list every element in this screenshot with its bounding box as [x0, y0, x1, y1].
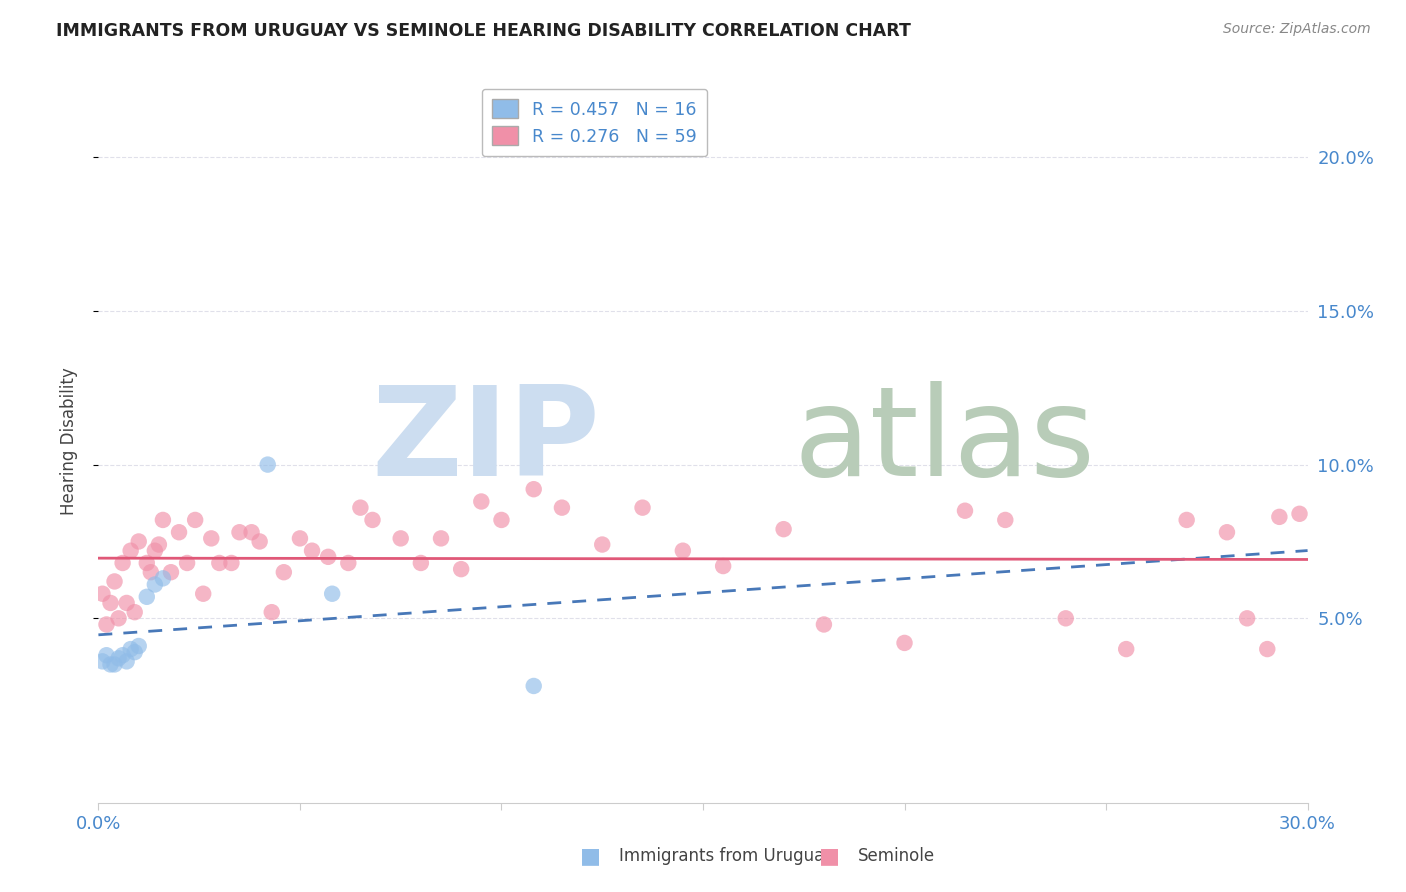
Point — [111, 648, 134, 663]
Point — [256, 458, 278, 472]
Point — [221, 556, 243, 570]
Point — [994, 513, 1017, 527]
Point — [135, 556, 157, 570]
Point — [1268, 509, 1291, 524]
Point — [491, 513, 513, 527]
Point — [551, 500, 574, 515]
Text: Seminole: Seminole — [858, 847, 935, 865]
Text: IMMIGRANTS FROM URUGUAY VS SEMINOLE HEARING DISABILITY CORRELATION CHART: IMMIGRANTS FROM URUGUAY VS SEMINOLE HEAR… — [56, 22, 911, 40]
Point — [124, 645, 146, 659]
Point — [893, 636, 915, 650]
Point — [953, 504, 976, 518]
Point — [120, 543, 142, 558]
Text: Immigrants from Uruguay: Immigrants from Uruguay — [619, 847, 834, 865]
Point — [470, 494, 492, 508]
Point — [1236, 611, 1258, 625]
Point — [152, 513, 174, 527]
Point — [450, 562, 472, 576]
Point — [1256, 642, 1278, 657]
Point — [301, 543, 323, 558]
Point — [1054, 611, 1077, 625]
Point — [1175, 513, 1198, 527]
Point — [288, 532, 311, 546]
Point — [240, 525, 263, 540]
Point — [160, 565, 183, 579]
Point — [337, 556, 360, 570]
Point — [115, 654, 138, 668]
Text: atlas: atlas — [794, 381, 1095, 502]
Point — [813, 617, 835, 632]
Point — [124, 605, 146, 619]
Point — [152, 571, 174, 585]
Point — [91, 587, 114, 601]
Point — [143, 543, 166, 558]
Point — [316, 549, 339, 564]
Point — [228, 525, 250, 540]
Point — [103, 574, 125, 589]
Point — [120, 642, 142, 657]
Point — [148, 537, 170, 551]
Point — [184, 513, 207, 527]
Point — [103, 657, 125, 672]
Point — [631, 500, 654, 515]
Point — [349, 500, 371, 515]
Point — [100, 596, 122, 610]
Text: ■: ■ — [820, 847, 839, 866]
Point — [389, 532, 412, 546]
Text: ■: ■ — [581, 847, 600, 866]
Point — [115, 596, 138, 610]
Point — [96, 617, 118, 632]
Point — [772, 522, 794, 536]
Point — [430, 532, 453, 546]
Point — [523, 679, 546, 693]
Point — [409, 556, 432, 570]
Point — [523, 482, 546, 496]
Text: Source: ZipAtlas.com: Source: ZipAtlas.com — [1223, 22, 1371, 37]
Point — [111, 556, 134, 570]
Y-axis label: Hearing Disability: Hearing Disability — [59, 368, 77, 516]
Point — [260, 605, 283, 619]
Point — [176, 556, 198, 570]
Point — [96, 648, 118, 663]
Point — [208, 556, 231, 570]
Text: ZIP: ZIP — [371, 381, 600, 502]
Point — [273, 565, 295, 579]
Point — [107, 611, 129, 625]
Point — [128, 534, 150, 549]
Point — [591, 537, 613, 551]
Point — [193, 587, 215, 601]
Point — [139, 565, 162, 579]
Point — [1288, 507, 1310, 521]
Point — [200, 532, 222, 546]
Point — [135, 590, 157, 604]
Point — [107, 651, 129, 665]
Point — [128, 639, 150, 653]
Point — [167, 525, 190, 540]
Point — [1115, 642, 1137, 657]
Point — [1216, 525, 1239, 540]
Point — [321, 587, 343, 601]
Legend: R = 0.457   N = 16, R = 0.276   N = 59: R = 0.457 N = 16, R = 0.276 N = 59 — [482, 89, 707, 156]
Point — [361, 513, 384, 527]
Point — [143, 577, 166, 591]
Point — [91, 654, 114, 668]
Point — [711, 559, 734, 574]
Point — [249, 534, 271, 549]
Point — [100, 657, 122, 672]
Point — [672, 543, 695, 558]
